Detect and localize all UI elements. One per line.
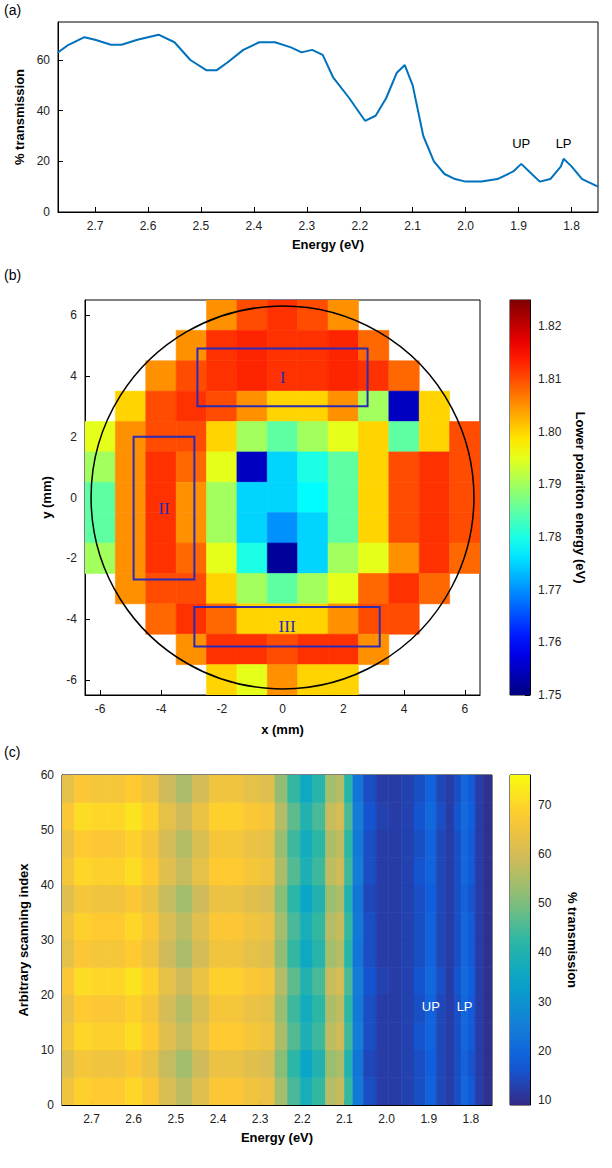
svg-text:2.6: 2.6 (125, 1112, 142, 1126)
svg-text:30: 30 (41, 933, 55, 947)
svg-text:Lower polariton energy (eV): Lower polariton energy (eV) (573, 412, 588, 584)
svg-text:1.75: 1.75 (538, 688, 562, 702)
svg-text:1.9: 1.9 (510, 219, 527, 233)
svg-text:I: I (280, 368, 286, 387)
svg-text:2.0: 2.0 (378, 1112, 395, 1126)
svg-text:0: 0 (70, 491, 77, 505)
svg-text:60: 60 (41, 768, 55, 782)
svg-text:1.76: 1.76 (538, 635, 562, 649)
svg-text:2.4: 2.4 (210, 1112, 227, 1126)
svg-text:2.3: 2.3 (298, 219, 315, 233)
svg-text:(a): (a) (4, 2, 21, 18)
svg-text:4: 4 (70, 369, 77, 383)
svg-text:1.80: 1.80 (538, 425, 562, 439)
svg-text:60: 60 (538, 847, 552, 861)
svg-text:1.77: 1.77 (538, 583, 562, 597)
svg-text:-4: -4 (156, 702, 167, 716)
svg-text:-2: -2 (66, 551, 77, 565)
svg-text:1.8: 1.8 (463, 1112, 480, 1126)
svg-text:LP: LP (457, 999, 473, 1014)
svg-text:40: 40 (538, 945, 552, 959)
svg-text:2.4: 2.4 (246, 219, 263, 233)
svg-text:1.81: 1.81 (538, 372, 562, 386)
svg-text:0: 0 (47, 1098, 54, 1112)
svg-text:50: 50 (538, 896, 552, 910)
svg-text:6: 6 (70, 308, 77, 322)
svg-text:1.8: 1.8 (563, 219, 580, 233)
svg-text:0: 0 (279, 702, 286, 716)
svg-text:6: 6 (461, 702, 468, 716)
svg-text:70: 70 (538, 798, 552, 812)
svg-text:Energy (eV): Energy (eV) (292, 237, 364, 252)
svg-text:2.1: 2.1 (404, 219, 421, 233)
svg-text:UP: UP (422, 999, 440, 1014)
svg-text:2.7: 2.7 (87, 219, 104, 233)
svg-text:2.0: 2.0 (457, 219, 474, 233)
svg-text:1.79: 1.79 (538, 477, 562, 491)
svg-text:2.5: 2.5 (167, 1112, 184, 1126)
svg-text:-2: -2 (216, 702, 227, 716)
svg-text:% transmission: % transmission (565, 892, 580, 988)
svg-text:% transmission: % transmission (12, 69, 27, 165)
svg-text:2.7: 2.7 (83, 1112, 100, 1126)
svg-text:(c): (c) (4, 744, 20, 760)
svg-text:LP: LP (556, 136, 572, 151)
svg-text:2: 2 (340, 702, 347, 716)
svg-text:-6: -6 (95, 702, 106, 716)
svg-text:II: II (158, 499, 170, 518)
svg-text:30: 30 (538, 995, 552, 1009)
svg-text:60: 60 (37, 53, 51, 67)
svg-text:20: 20 (538, 1044, 552, 1058)
svg-text:1.9: 1.9 (420, 1112, 437, 1126)
svg-text:40: 40 (37, 104, 51, 118)
svg-text:-6: -6 (66, 673, 77, 687)
svg-text:III: III (279, 617, 296, 636)
svg-text:1.82: 1.82 (538, 319, 562, 333)
svg-text:20: 20 (37, 154, 51, 168)
svg-text:Arbitrary scanning index: Arbitrary scanning index (16, 863, 31, 1017)
svg-text:10: 10 (41, 1043, 55, 1057)
svg-text:y (mm): y (mm) (39, 476, 54, 519)
svg-text:2.2: 2.2 (294, 1112, 311, 1126)
svg-text:10: 10 (538, 1093, 552, 1107)
svg-text:50: 50 (41, 823, 55, 837)
svg-text:(b): (b) (4, 267, 21, 283)
svg-text:20: 20 (41, 988, 55, 1002)
svg-text:2.3: 2.3 (252, 1112, 269, 1126)
svg-text:0: 0 (43, 205, 50, 219)
svg-text:UP: UP (512, 136, 530, 151)
svg-text:1.78: 1.78 (538, 530, 562, 544)
svg-text:x (mm): x (mm) (261, 722, 304, 737)
svg-text:2.1: 2.1 (336, 1112, 353, 1126)
svg-text:2.5: 2.5 (193, 219, 210, 233)
svg-text:-4: -4 (66, 612, 77, 626)
svg-text:Energy (eV): Energy (eV) (241, 1130, 313, 1145)
svg-text:2.6: 2.6 (140, 219, 157, 233)
svg-text:40: 40 (41, 878, 55, 892)
svg-text:4: 4 (401, 702, 408, 716)
svg-text:2: 2 (70, 430, 77, 444)
svg-text:2.2: 2.2 (351, 219, 368, 233)
